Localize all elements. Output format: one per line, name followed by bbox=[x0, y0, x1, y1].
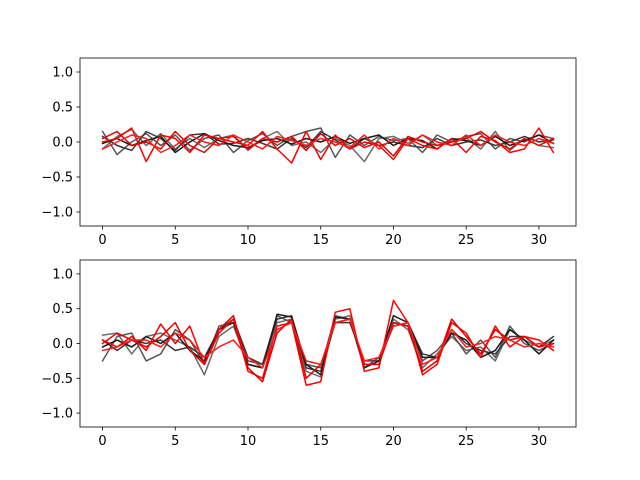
x-tick-label: 0 bbox=[98, 434, 106, 449]
x-tick-label: 10 bbox=[240, 233, 257, 248]
y-tick-label: 1.0 bbox=[52, 267, 73, 282]
series-line-6 bbox=[101, 318, 555, 369]
top-subplot: 0 5 10 15 20 25 30 −1.0 −0.5 0.0 0.5 1.0 bbox=[41, 57, 577, 248]
x-tick-label: 20 bbox=[385, 434, 402, 449]
x-tick-label: 0 bbox=[98, 233, 106, 248]
y-tick-label: −1.0 bbox=[41, 206, 73, 221]
series-group bbox=[101, 299, 555, 386]
y-tick-label: −0.5 bbox=[41, 372, 73, 387]
y-tick-label: 1.0 bbox=[52, 66, 73, 81]
series-line-4 bbox=[101, 127, 555, 164]
y-tick-label: −1.0 bbox=[41, 407, 73, 422]
y-tick-label: 0.0 bbox=[52, 136, 73, 151]
x-tick-label: 15 bbox=[312, 434, 329, 449]
y-tick-label: 0.0 bbox=[52, 337, 73, 352]
series-line-2 bbox=[101, 130, 555, 152]
y-tick-label: 0.5 bbox=[52, 101, 73, 116]
x-tick-label: 5 bbox=[171, 434, 179, 449]
x-tick-label: 30 bbox=[531, 434, 548, 449]
x-tick-label: 20 bbox=[385, 233, 402, 248]
x-tick-label: 30 bbox=[531, 233, 548, 248]
series-line-6 bbox=[101, 134, 555, 154]
x-tick-label: 5 bbox=[171, 233, 179, 248]
series-line-0 bbox=[101, 127, 555, 159]
x-tick-label: 25 bbox=[458, 434, 475, 449]
series-group bbox=[101, 127, 555, 164]
x-tick-label: 10 bbox=[240, 434, 257, 449]
y-tick-label: 0.5 bbox=[52, 302, 73, 317]
x-tick-label: 25 bbox=[458, 233, 475, 248]
series-line-4 bbox=[101, 299, 555, 386]
y-tick-label: −0.5 bbox=[41, 171, 73, 186]
bottom-subplot: 0 5 10 15 20 25 30 −1.0 −0.5 0.0 0.5 1.0 bbox=[41, 259, 577, 449]
x-tick-label: 15 bbox=[312, 233, 329, 248]
